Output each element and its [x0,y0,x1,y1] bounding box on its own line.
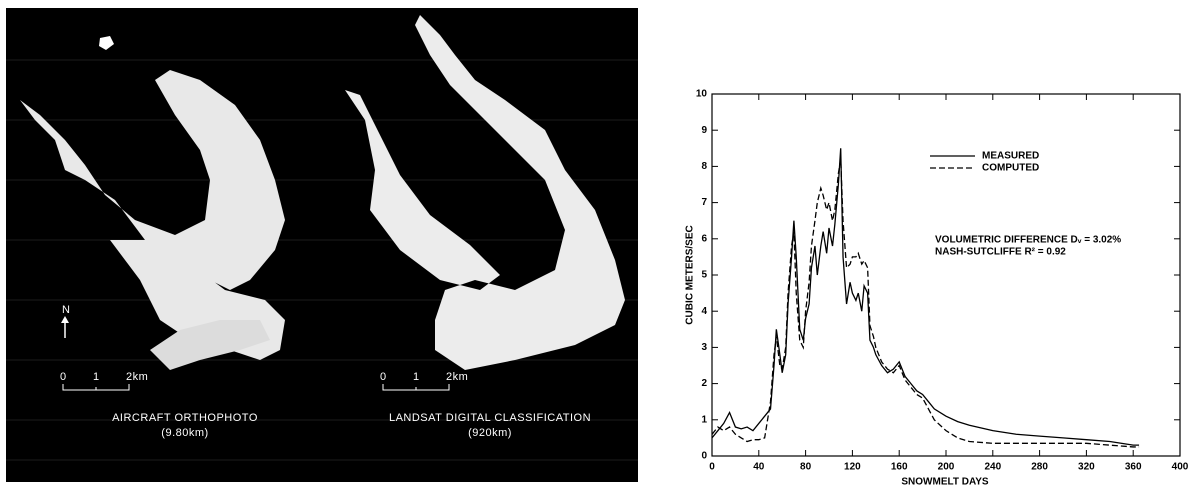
map-subtitle: (9.80km) [161,427,208,439]
x-tick-label: 80 [800,462,812,473]
x-tick-label: 400 [1172,462,1189,473]
y-axis-label: CUBIC METERS/SEC [685,225,696,324]
y-tick-label: 4 [701,306,707,317]
north-arrowhead [61,316,69,323]
map-title: AIRCRAFT ORTHOPHOTO [112,412,258,424]
scale-label: 0 [380,371,387,383]
snow-patch [99,36,114,50]
plot-frame [711,93,1181,457]
scale-right: 0 1 2km [380,371,468,391]
snow-map-aircraft [20,70,285,360]
y-tick-label: 8 [701,161,707,172]
y-tick-label: 3 [701,342,707,353]
scale-bar [382,384,450,391]
x-axis-label: SNOWMELT DAYS [901,477,989,488]
series-line [711,159,1140,448]
chart: SNOWMELT DAYS CUBIC METERS/SEC VOLUMETRI… [685,89,1189,488]
north-label: N [62,304,70,316]
y-tick-label: 5 [701,270,707,281]
annotation: NASH-SUTCLIFFE R² = 0.92 [935,247,1066,258]
x-tick-label: 120 [844,462,861,473]
y-tick-label: 2 [701,378,707,389]
y-tick-label: 9 [701,125,707,136]
x-tick-label: 160 [891,462,908,473]
series-line [711,148,1140,446]
scale-bar [62,384,130,391]
x-tick-label: 240 [984,462,1001,473]
y-tick-label: 10 [696,89,708,100]
x-tick-label: 280 [1031,462,1048,473]
map-subtitle: (920km) [468,427,512,439]
scale-label: 1 [413,371,420,383]
legend-label: MEASURED [982,151,1039,162]
scale-label: 2km [446,371,468,383]
x-tick-label: 320 [1078,462,1095,473]
map-background [6,8,638,482]
y-tick-label: 7 [701,197,707,208]
scale-label: 2km [126,371,148,383]
snow-map-landsat [345,15,625,370]
scale-left: 0 1 2km [60,371,148,391]
scale-label: 1 [93,371,100,383]
snow-map-aircraft-south [150,320,270,370]
x-tick-label: 360 [1125,462,1142,473]
y-tick-label: 1 [701,414,707,425]
map-title: LANDSAT DIGITAL CLASSIFICATION [389,412,591,424]
x-tick-label: 200 [938,462,955,473]
y-tick-label: 0 [701,451,707,462]
legend-label: COMPUTED [982,163,1039,174]
x-tick-label: 0 [709,462,715,473]
map-panel: N 0 1 2km 0 1 2km AIRCRAFT ORTHOPHOTO (9… [6,8,638,482]
y-tick-label: 6 [701,233,707,244]
annotation: VOLUMETRIC DIFFERENCE Dᵥ = 3.02% [935,235,1121,246]
x-tick-label: 40 [753,462,765,473]
scale-label: 0 [60,371,67,383]
